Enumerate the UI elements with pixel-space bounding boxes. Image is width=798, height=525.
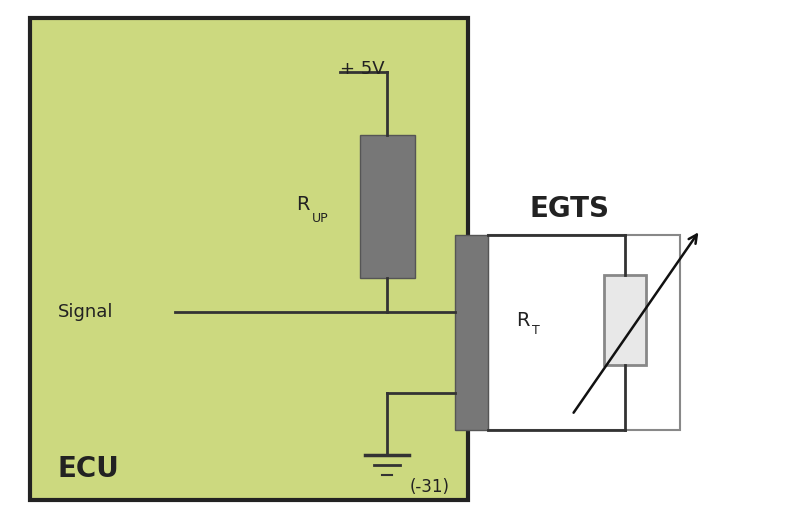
Text: ECU: ECU: [58, 455, 120, 483]
Text: T: T: [532, 323, 539, 337]
Text: (-31): (-31): [410, 478, 450, 496]
Bar: [604, 275, 646, 365]
Text: Signal: Signal: [58, 303, 113, 321]
Text: R: R: [516, 310, 530, 330]
Text: R: R: [297, 195, 310, 215]
Bar: [360, 135, 415, 278]
Bar: [488, 235, 680, 430]
Bar: [455, 235, 488, 430]
Text: + 5V: + 5V: [340, 60, 385, 78]
Text: EGTS: EGTS: [530, 195, 610, 223]
Text: UP: UP: [312, 212, 329, 225]
Bar: [30, 18, 468, 500]
